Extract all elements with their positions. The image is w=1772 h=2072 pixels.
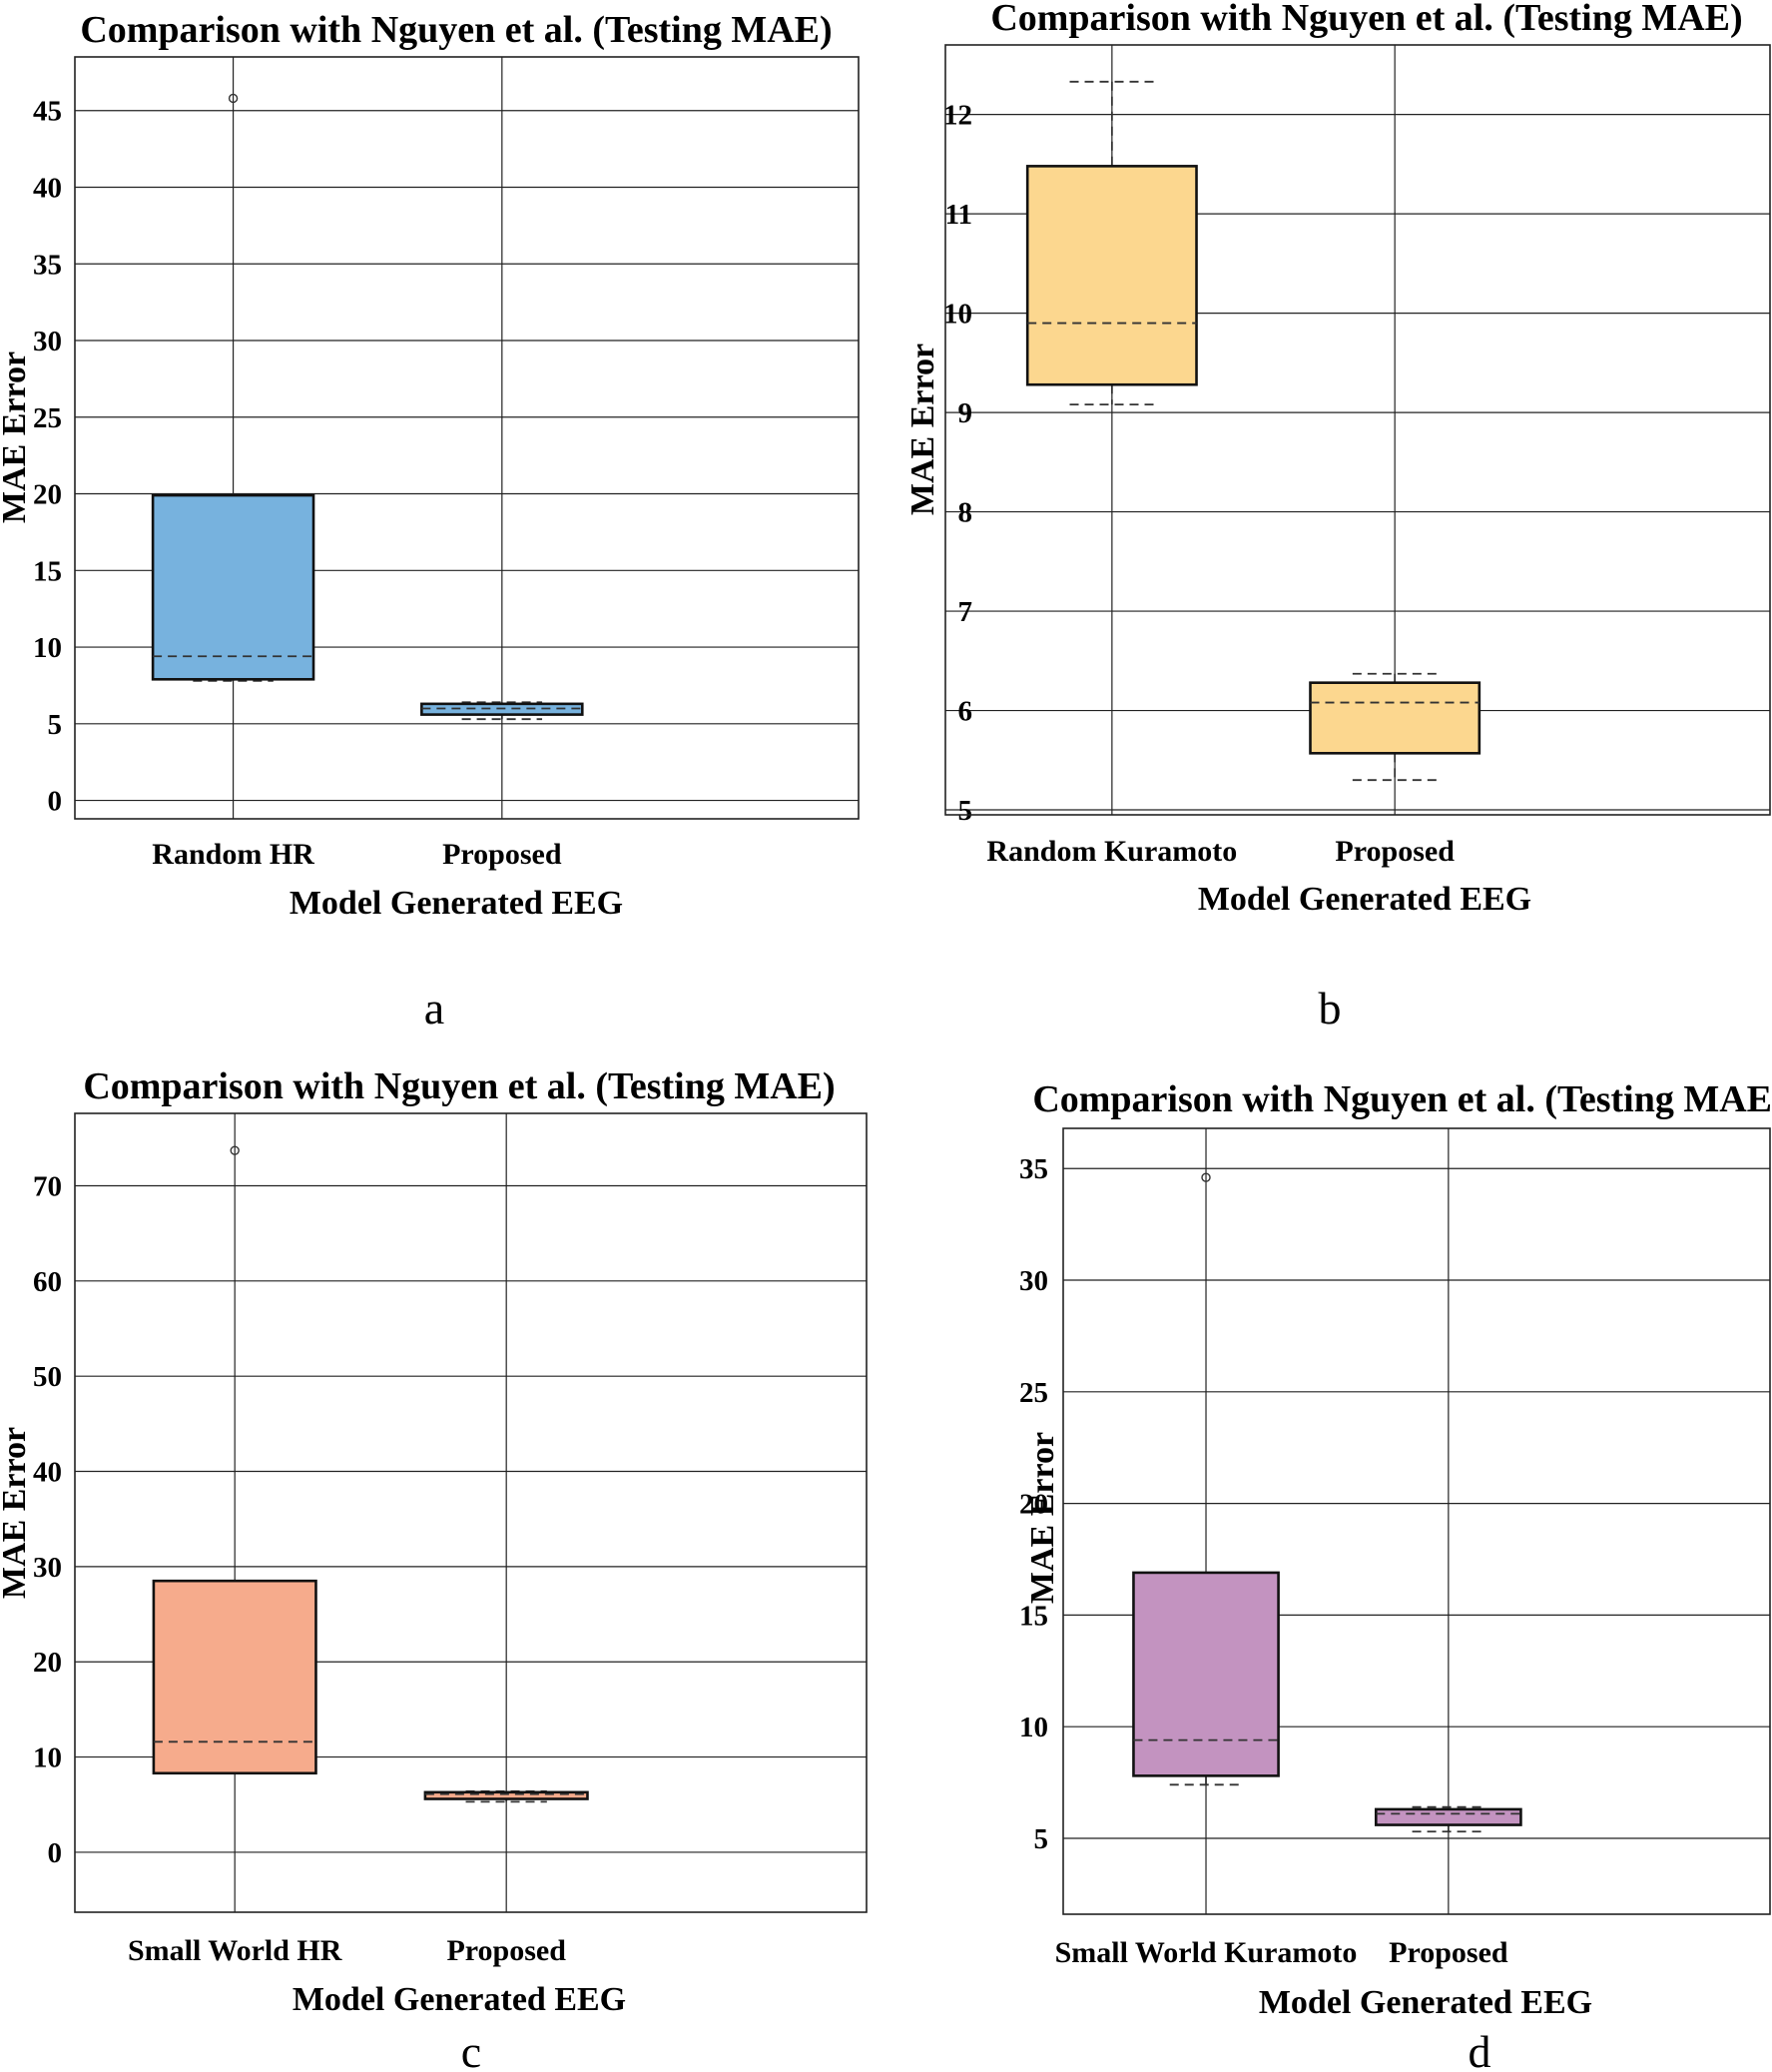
- outlier-point: [230, 1145, 240, 1155]
- y-axis-label: MAE Error: [0, 1427, 33, 1599]
- chart-title: Comparison with Nguyen et al. (Testing M…: [990, 0, 1742, 39]
- y-axis-label: MAE Error: [1024, 1432, 1061, 1604]
- chart-title: Comparison with Nguyen et al. (Testing M…: [83, 1065, 835, 1107]
- box-proposed: [1374, 1807, 1522, 1826]
- y-tick-label: 5: [958, 795, 973, 827]
- y-tick-label: 8: [958, 497, 973, 529]
- y-axis-label: MAE Error: [0, 351, 33, 523]
- x-axis-label: Model Generated EEG: [1198, 881, 1531, 918]
- y-tick-label: 7: [958, 596, 973, 628]
- y-tick-label: 30: [1019, 1265, 1048, 1297]
- x-axis-label: Model Generated EEG: [290, 885, 623, 922]
- y-tick-label: 20: [33, 1647, 62, 1679]
- chart-title: Comparison with Nguyen et al. (Testing M…: [1032, 1078, 1772, 1120]
- panel-c: 0 10 20 30 40 50 60 70 Small World HR Proposed Com…: [0, 1065, 868, 2072]
- y-tick-label: 9: [958, 397, 973, 429]
- y-tick-label: 70: [33, 1170, 62, 1202]
- y-tick-label: 15: [33, 555, 62, 587]
- y-tick-label: 10: [33, 632, 62, 664]
- y-tick-label: 35: [33, 249, 62, 281]
- panel-label: c: [461, 2026, 481, 2072]
- category-label: Small World Kuramoto: [1055, 1936, 1358, 1969]
- y-tick-label: 45: [33, 96, 62, 128]
- box-small-world-kuramoto: [1132, 1571, 1280, 1777]
- chart-title: Comparison with Nguyen et al. (Testing M…: [80, 9, 832, 51]
- y-tick-label: 15: [1019, 1600, 1048, 1632]
- panel-b: 5 6 7 8 9 10 11 12 Random Kuramoto Proposed Compar…: [904, 0, 1771, 1034]
- plot-frame: [74, 1112, 868, 1913]
- y-tick-label: 10: [943, 299, 972, 331]
- outlier-point: [228, 93, 239, 104]
- y-tick-label: 5: [1034, 1823, 1049, 1855]
- box-random-hr: [151, 493, 315, 681]
- y-tick-label: 50: [33, 1361, 62, 1393]
- y-tick-label: 20: [33, 479, 62, 511]
- y-tick-label: 25: [1019, 1377, 1048, 1409]
- x-axis-label: Model Generated EEG: [1259, 1984, 1592, 2021]
- panel-label: b: [1319, 983, 1342, 1034]
- panel-label: a: [424, 983, 444, 1034]
- plot-frame: [74, 56, 860, 820]
- y-tick-label: 40: [33, 172, 62, 204]
- panel-d: 5 10 15 20 25 30 35 Small World Kuramoto Propose…: [1019, 1078, 1772, 2072]
- box-proposed: [1309, 681, 1481, 755]
- y-tick-label: 30: [33, 326, 62, 357]
- panel-a: 0 5 10 15 20 25 30 35 40 45 Random HR Proposed Compa…: [0, 9, 860, 1034]
- plot-frame: [1062, 1127, 1771, 1915]
- box-random-kuramoto: [1025, 165, 1198, 386]
- y-tick-label: 12: [943, 100, 972, 132]
- outlier-point: [1201, 1172, 1211, 1182]
- y-tick-label: 60: [33, 1266, 62, 1298]
- y-tick-label: 6: [958, 696, 973, 728]
- y-tick-label: 40: [33, 1457, 62, 1489]
- y-tick-label: 10: [33, 1742, 62, 1774]
- plot-frame: [944, 44, 1771, 816]
- y-tick-label: 5: [48, 709, 63, 741]
- y-tick-label: 10: [1019, 1712, 1048, 1743]
- category-label: Proposed: [446, 1934, 566, 1967]
- y-tick-label: 0: [48, 1837, 63, 1869]
- y-tick-label: 11: [945, 199, 972, 231]
- box-proposed: [423, 1790, 589, 1800]
- category-label: Proposed: [442, 838, 562, 871]
- y-tick-label: 30: [33, 1552, 62, 1584]
- category-label: Small World HR: [128, 1934, 342, 1967]
- category-label: Proposed: [1335, 835, 1455, 868]
- x-axis-label: Model Generated EEG: [293, 1981, 626, 2018]
- box-small-world-hr: [152, 1579, 317, 1775]
- y-tick-label: 25: [33, 402, 62, 434]
- category-label: Random HR: [152, 838, 314, 871]
- y-tick-label: 0: [48, 786, 63, 818]
- category-label: Proposed: [1389, 1936, 1508, 1969]
- y-axis-label: MAE Error: [904, 344, 941, 515]
- panel-label: d: [1469, 2026, 1491, 2072]
- category-label: Random Kuramoto: [986, 835, 1237, 868]
- y-tick-label: 20: [1019, 1489, 1048, 1521]
- y-tick-label: 35: [1019, 1153, 1048, 1185]
